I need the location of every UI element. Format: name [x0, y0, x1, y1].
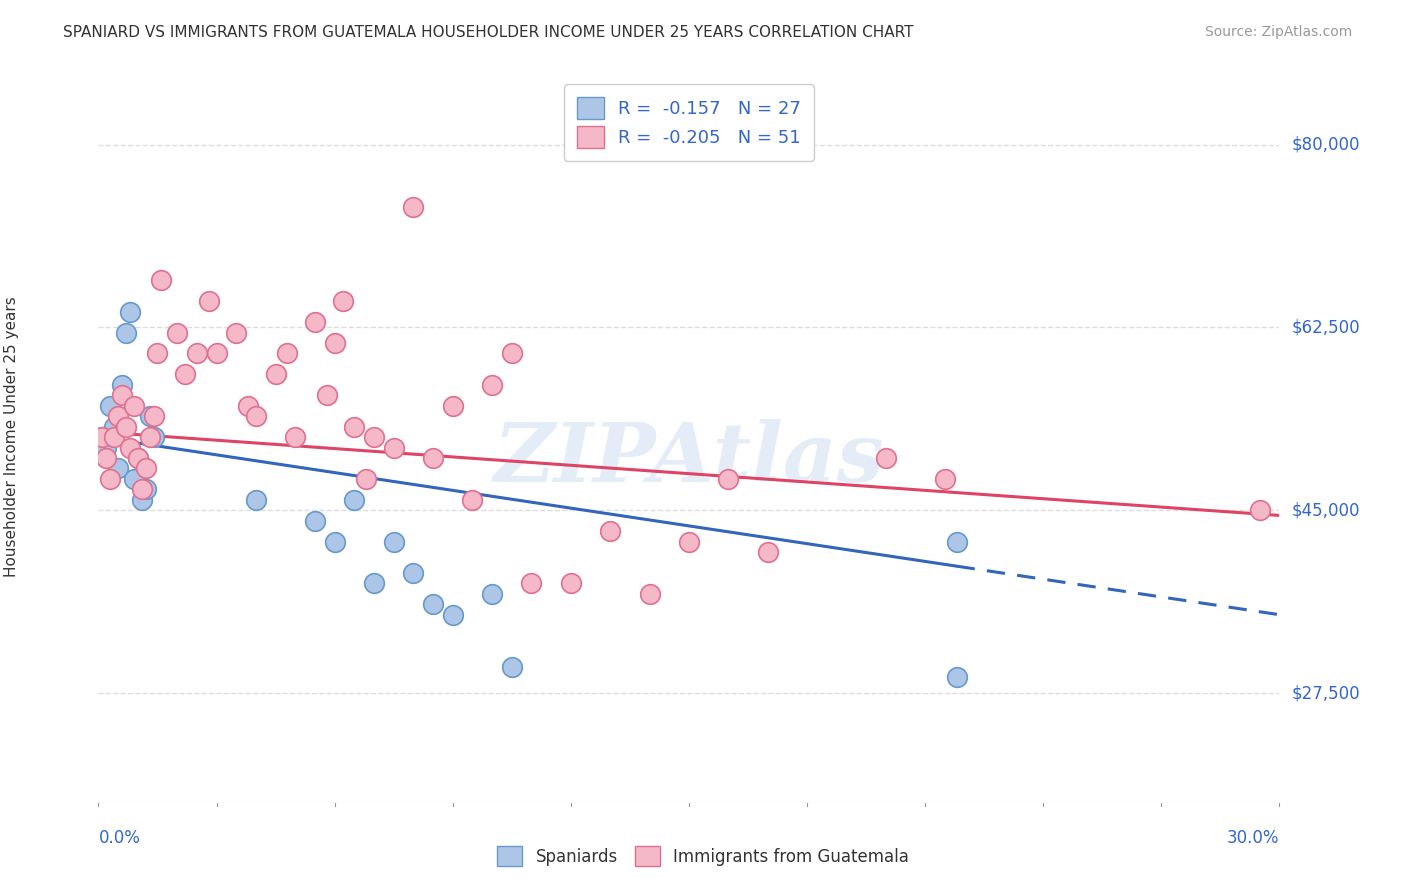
Point	[245, 409, 267, 424]
Point	[678, 534, 700, 549]
Point	[422, 597, 444, 611]
Legend: Spaniards, Immigrants from Guatemala: Spaniards, Immigrants from Guatemala	[491, 839, 915, 873]
Point	[402, 566, 425, 580]
Point	[103, 419, 125, 434]
Text: $62,500: $62,500	[1291, 318, 1360, 336]
Point	[111, 388, 134, 402]
Point	[98, 399, 121, 413]
Point	[236, 399, 259, 413]
Point	[945, 534, 967, 549]
Point	[131, 492, 153, 507]
Point	[96, 441, 118, 455]
Point	[91, 430, 114, 444]
Point	[197, 294, 219, 309]
Point	[98, 472, 121, 486]
Point	[304, 514, 326, 528]
Point	[332, 294, 354, 309]
Point	[107, 409, 129, 424]
Point	[875, 450, 897, 465]
Point	[142, 430, 165, 444]
Point	[756, 545, 779, 559]
Point	[205, 346, 228, 360]
Point	[441, 399, 464, 413]
Point	[1249, 503, 1271, 517]
Point	[343, 492, 366, 507]
Point	[91, 430, 114, 444]
Point	[135, 461, 157, 475]
Point	[481, 587, 503, 601]
Point	[122, 399, 145, 413]
Point	[363, 430, 385, 444]
Point	[225, 326, 247, 340]
Text: $27,500: $27,500	[1291, 684, 1360, 702]
Text: SPANIARD VS IMMIGRANTS FROM GUATEMALA HOUSEHOLDER INCOME UNDER 25 YEARS CORRELAT: SPANIARD VS IMMIGRANTS FROM GUATEMALA HO…	[63, 25, 914, 40]
Text: 0.0%: 0.0%	[98, 829, 141, 847]
Point	[122, 472, 145, 486]
Point	[520, 576, 543, 591]
Point	[138, 409, 160, 424]
Point	[127, 450, 149, 465]
Point	[315, 388, 337, 402]
Point	[945, 670, 967, 684]
Point	[107, 461, 129, 475]
Text: ZIPAtlas: ZIPAtlas	[494, 419, 884, 499]
Point	[186, 346, 208, 360]
Text: $45,000: $45,000	[1291, 501, 1360, 519]
Point	[111, 377, 134, 392]
Point	[284, 430, 307, 444]
Point	[174, 368, 197, 382]
Text: $80,000: $80,000	[1291, 136, 1360, 153]
Point	[276, 346, 298, 360]
Point	[150, 273, 173, 287]
Point	[638, 587, 661, 601]
Point	[264, 368, 287, 382]
Point	[138, 430, 160, 444]
Point	[245, 492, 267, 507]
Point	[96, 450, 118, 465]
Point	[441, 607, 464, 622]
Point	[560, 576, 582, 591]
Point	[363, 576, 385, 591]
Point	[323, 534, 346, 549]
Point	[501, 346, 523, 360]
Point	[103, 430, 125, 444]
Text: 30.0%: 30.0%	[1227, 829, 1279, 847]
Point	[422, 450, 444, 465]
Point	[115, 419, 138, 434]
Point	[166, 326, 188, 340]
Point	[599, 524, 621, 538]
Point	[115, 326, 138, 340]
Point	[118, 441, 141, 455]
Point	[304, 315, 326, 329]
Point	[382, 534, 405, 549]
Point	[343, 419, 366, 434]
Legend: R =  -0.157   N = 27, R =  -0.205   N = 51: R = -0.157 N = 27, R = -0.205 N = 51	[564, 84, 814, 161]
Point	[934, 472, 956, 486]
Point	[481, 377, 503, 392]
Point	[501, 660, 523, 674]
Point	[127, 450, 149, 465]
Point	[146, 346, 169, 360]
Point	[402, 200, 425, 214]
Point	[354, 472, 377, 486]
Text: Source: ZipAtlas.com: Source: ZipAtlas.com	[1205, 25, 1353, 39]
Text: Householder Income Under 25 years: Householder Income Under 25 years	[4, 297, 20, 577]
Point	[323, 336, 346, 351]
Point	[717, 472, 740, 486]
Point	[131, 483, 153, 497]
Point	[135, 483, 157, 497]
Point	[142, 409, 165, 424]
Point	[382, 441, 405, 455]
Point	[461, 492, 484, 507]
Point	[118, 304, 141, 318]
